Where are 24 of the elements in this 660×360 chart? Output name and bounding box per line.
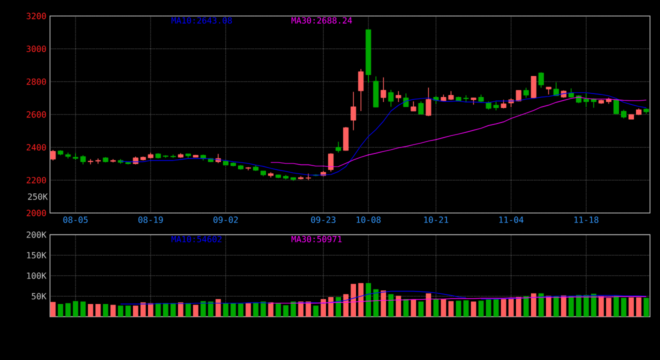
text: MA30:2688.24 [292,17,352,24]
x-tick-label: 10-08 [356,216,381,223]
y-tick-label: 3200 [26,12,46,20]
y-tick-label: 2800 [26,78,46,85]
y-tick-label: 2400 [26,144,46,151]
y-tick-label: 200K [26,232,46,238]
y-tick-label: 2200 [26,176,46,184]
x-tick-label: 08-19 [138,216,163,223]
y-tick-label: 3000 [26,46,46,52]
text: MA10:54602 [172,236,222,242]
y-tick-label: 50K [32,293,46,300]
x-tick-label: 11-18 [574,216,598,223]
y-tick-label: 2600 [26,111,46,118]
text: MA30:50971 [292,236,342,242]
y-tick-label: 150K [27,252,46,258]
x-tick-label: 10-21 [424,216,448,223]
x-tick-label: 09-02 [214,216,238,223]
text: MA10:2643.08 [172,17,232,24]
y-tick-label: 100K [27,272,46,279]
x-tick-label: 08-05 [63,216,88,223]
y-tick-label: 2000 [26,210,46,216]
x-tick-label: 09-23 [311,216,336,223]
x-tick-label: 11-04 [499,216,524,223]
text: 250K [28,193,48,200]
